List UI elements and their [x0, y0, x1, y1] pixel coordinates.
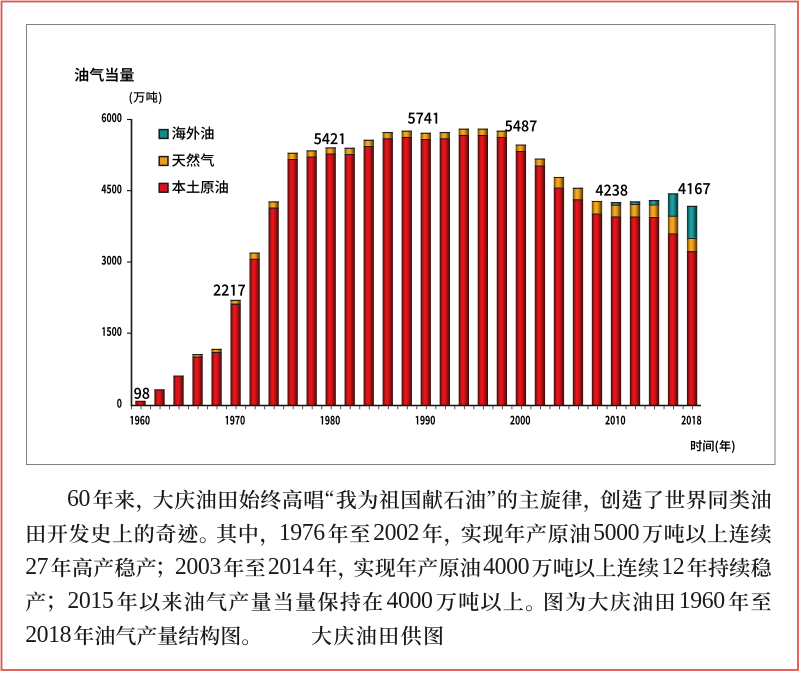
- svg-text:2002: 2002: [373, 520, 419, 546]
- svg-text:2003: 2003: [175, 554, 221, 580]
- svg-text:5000: 5000: [593, 520, 639, 546]
- svg-text:4000: 4000: [387, 588, 433, 614]
- svg-text:1960: 1960: [679, 588, 725, 614]
- svg-text:2014: 2014: [268, 554, 314, 580]
- svg-text:1976: 1976: [279, 520, 325, 546]
- svg-text:4000: 4000: [483, 554, 529, 580]
- svg-text:27: 27: [25, 554, 48, 580]
- svg-text:12: 12: [661, 554, 684, 580]
- svg-text:2015: 2015: [67, 588, 113, 614]
- svg-text:60: 60: [67, 486, 90, 512]
- svg-text:2018: 2018: [25, 622, 71, 648]
